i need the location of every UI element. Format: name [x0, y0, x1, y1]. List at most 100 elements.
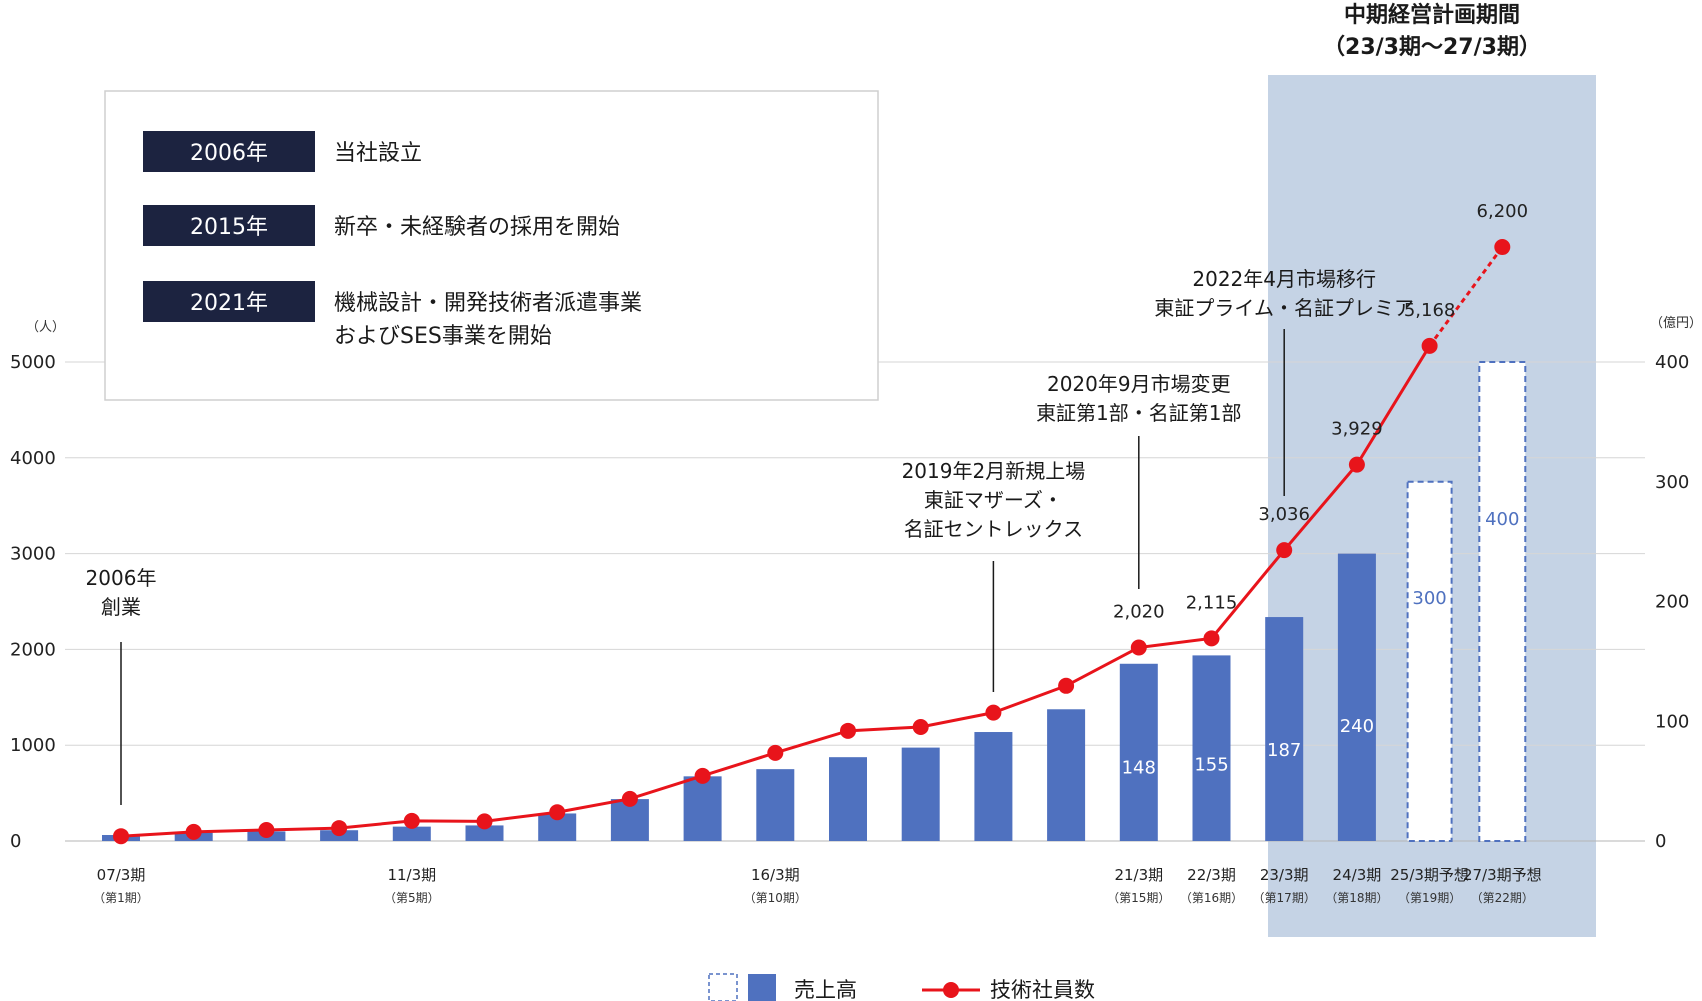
revenue-bar: [1192, 655, 1231, 841]
revenue-bar: [392, 826, 431, 841]
revenue-bar-label: 155: [1194, 754, 1228, 775]
engineer-point: [1348, 456, 1365, 473]
x-tick-label: 27/3期予想: [1463, 866, 1542, 884]
x-tick-label: 21/3期: [1114, 866, 1163, 884]
y-right-tick-label: 100: [1655, 711, 1689, 732]
engineer-point: [113, 828, 129, 845]
engineer-point: [1494, 239, 1511, 256]
engineer-point: [476, 813, 493, 830]
engineer-point: [912, 718, 929, 735]
legend-label: 技術社員数: [990, 978, 1095, 1001]
annotation-text: 東証プライム・名証プレミア: [1154, 296, 1414, 320]
annotation-text: 2006年: [86, 566, 157, 590]
revenue-bar-label: 187: [1267, 740, 1301, 761]
revenue-bars: 148 155 187 240 300 400: [102, 361, 1527, 842]
engineer-point-label: 6,200: [1477, 201, 1529, 222]
revenue-bar: [1047, 709, 1086, 841]
history-event: およびSES事業を開始: [334, 324, 552, 349]
x-tick-sublabel: （第22期）: [1471, 891, 1534, 905]
history-year: 2015年: [190, 215, 268, 240]
axis-labels: 0 1000 2000 3000 4000 5000 0 100 200 300 400 （人） （億円…: [10, 315, 1702, 852]
gridlines: [65, 361, 1645, 842]
engineer-point-label: 2,020: [1113, 601, 1165, 622]
revenue-bar: [756, 769, 795, 841]
history-year-badge: [143, 281, 315, 322]
revenue-bar-label: 400: [1485, 509, 1519, 530]
engineer-point: [694, 767, 711, 784]
annotation-text: 2020年9月市場変更: [1047, 372, 1231, 396]
annotation-text: 創業: [101, 595, 141, 619]
y-left-tick-label: 1000: [10, 735, 56, 756]
annotation-text: 2019年2月新規上場: [902, 459, 1086, 483]
engineer-point: [840, 722, 856, 739]
annotation-text: 東証マザーズ・: [924, 488, 1063, 512]
x-tick-label: 07/3期: [97, 866, 146, 884]
x-tick-sublabel: （第17期）: [1253, 891, 1316, 905]
revenue-bar-label: 240: [1340, 716, 1374, 737]
y-left-unit: （人）: [26, 320, 65, 335]
history-event: 当社設立: [334, 141, 422, 166]
x-tick-label: 23/3期: [1260, 866, 1309, 884]
revenue-bar: [465, 825, 504, 841]
x-tick-sublabel: （第5期）: [384, 891, 440, 905]
engineer-point: [403, 812, 420, 829]
engineer-point: [1058, 677, 1075, 694]
y-left-tick-label: 3000: [10, 544, 56, 565]
engineer-point: [258, 821, 275, 838]
x-tick-sublabel: （第16期）: [1180, 891, 1243, 905]
legend-label: 売上高: [794, 978, 857, 1001]
legend: 売上高 技術社員数: [708, 973, 1095, 1001]
revenue-bar: [683, 776, 722, 841]
x-tick-sublabel: （第19期）: [1398, 891, 1461, 905]
x-tick-sublabel: （第10期）: [744, 891, 807, 905]
revenue-bar-label: 148: [1122, 758, 1156, 779]
revenue-bar-forecast: [1406, 480, 1453, 842]
engineer-point: [549, 804, 566, 821]
y-right-unit: （億円）: [1650, 315, 1702, 331]
revenue-bar-label: 300: [1412, 588, 1446, 609]
engineer-point: [1421, 337, 1438, 354]
x-tick-label: 22/3期: [1187, 866, 1236, 884]
y-right-tick-label: 200: [1655, 592, 1689, 613]
engineer-point: [185, 823, 202, 840]
y-left-tick-label: 4000: [10, 448, 56, 469]
annotation-text: 名証セントレックス: [904, 517, 1083, 541]
y-left-tick-label: 0: [10, 831, 21, 852]
y-right-tick-label: 0: [1655, 831, 1666, 852]
line-marker-icon: [943, 982, 959, 998]
x-tick-sublabel: （第15期）: [1107, 891, 1170, 905]
revenue-bar: [901, 747, 940, 841]
revenue-bar: [1119, 663, 1158, 841]
history-event: 機械設計・開発技術者派遣事業: [334, 291, 642, 316]
revenue-bar: [1337, 553, 1376, 841]
revenue-bar: [1265, 617, 1304, 841]
revenue-bar-forecast: [1478, 361, 1527, 842]
engineer-point-label: 3,929: [1331, 419, 1383, 440]
engineer-point-label: 5,168: [1404, 300, 1456, 321]
history-box: 2006年 当社設立 2015年 新卒・未経験者の採用を開始 2021年 機械設計・開発技…: [104, 90, 879, 401]
engineer-point: [767, 744, 784, 761]
x-tick-label: 24/3期: [1333, 866, 1382, 884]
history-year: 2021年: [190, 291, 268, 316]
y-right-tick-label: 300: [1655, 472, 1689, 493]
engineer-point: [621, 790, 638, 807]
forecast-swatch-icon: [708, 973, 738, 1001]
engineer-point: [331, 820, 348, 837]
engineer-point: [985, 704, 1002, 721]
history-year-badge: [143, 205, 315, 246]
engineer-point-label: 2,115: [1186, 592, 1238, 613]
history-event: 新卒・未経験者の採用を開始: [334, 215, 620, 240]
revenue-bar: [829, 757, 867, 841]
plan-subtitle: （23/3期〜27/3期）: [1323, 35, 1541, 60]
y-left-tick-label: 2000: [10, 639, 56, 660]
x-tick-sublabel: （第18期）: [1325, 891, 1388, 905]
engineer-count-line: 2,020 2,115 3,036 3,929 5,168 6,200: [113, 201, 1529, 845]
y-right-tick-label: 400: [1655, 352, 1689, 373]
engineer-line-forecast: [1428, 246, 1504, 347]
x-axis-labels: 07/3期 （第1期） 11/3期 （第5期） 16/3期 （第10期） 21/3期 （第15…: [93, 866, 1541, 905]
history-year: 2006年: [190, 141, 268, 166]
history-year-badge: [143, 131, 315, 172]
annotation-text: 2022年4月市場移行: [1192, 267, 1376, 291]
